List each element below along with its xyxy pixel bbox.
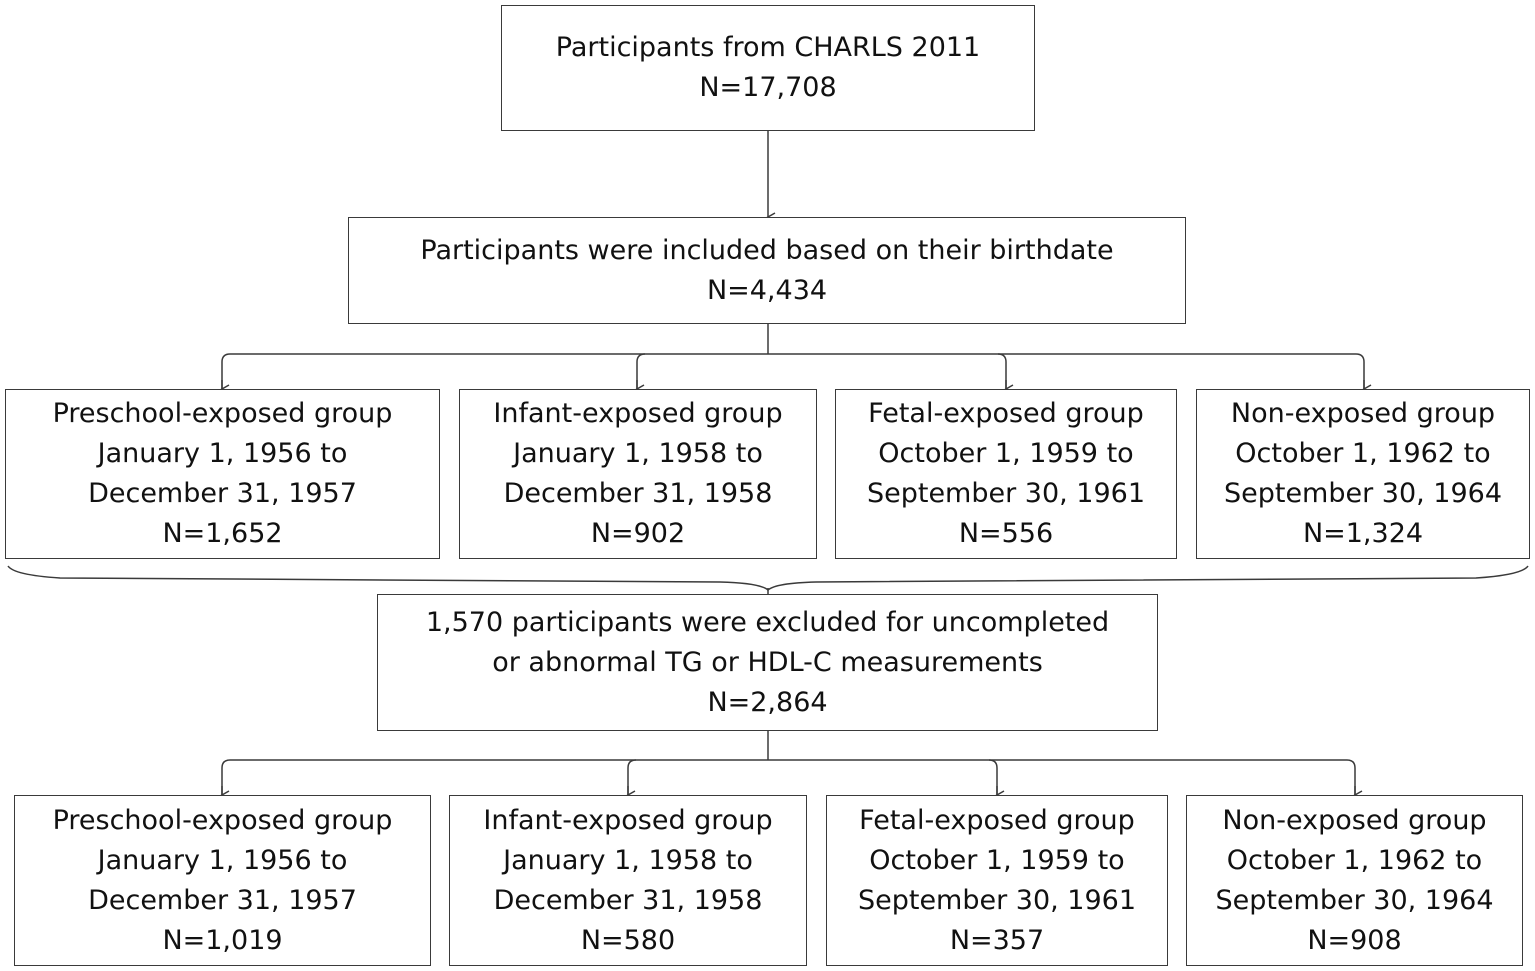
group-date-from: January 1, 1958 to [503,844,753,876]
group-name: Preschool-exposed group [52,398,393,429]
group-count: N=1,019 [162,924,283,956]
group-count: N=908 [1307,924,1402,956]
arrow-to-fetal-top [997,353,1007,389]
group-date-to: December 31, 1958 [503,478,773,509]
box-infant-after: Infant-exposed group January 1, 1958 to … [449,795,807,966]
box-count: N=2,864 [707,686,828,718]
group-name: Fetal-exposed group [859,804,1135,836]
group-name: Infant-exposed group [483,804,773,836]
group-date-to: September 30, 1964 [1215,884,1494,916]
box-included-by-birthdate: Participants were included based on thei… [348,217,1186,324]
box-title: 1,570 participants were excluded for unc… [425,606,1110,638]
group-name: Non-exposed group [1230,398,1496,429]
arrow-to-fetal-bottom [988,759,998,795]
group-date-from: January 1, 1958 to [513,438,763,469]
group-count: N=1,652 [162,518,283,549]
group-count: N=556 [958,518,1054,549]
group-name: Fetal-exposed group [868,398,1144,429]
group-date-to: December 31, 1957 [88,884,357,916]
arrow-to-infant-top [636,353,646,389]
box-fetal-after: Fetal-exposed group October 1, 1959 to S… [826,795,1168,966]
box-count: N=17,708 [699,72,837,103]
group-date-to: December 31, 1957 [88,478,357,509]
box-nonexposed-before: Non-exposed group October 1, 1962 to Sep… [1196,389,1530,559]
group-name: Preschool-exposed group [52,804,393,836]
box-fetal-before: Fetal-exposed group October 1, 1959 to S… [835,389,1177,559]
box-preschool-before: Preschool-exposed group January 1, 1956 … [5,389,440,559]
box-infant-before: Infant-exposed group January 1, 1958 to … [459,389,817,559]
group-date-from: October 1, 1959 to [878,438,1134,469]
group-count: N=580 [580,924,676,956]
group-count: N=902 [590,518,686,549]
brace-merge [7,565,1529,591]
box-excluded-participants: 1,570 participants were excluded for unc… [377,594,1158,731]
group-date-to: December 31, 1958 [493,884,763,916]
group-date-from: January 1, 1956 to [97,438,348,469]
group-count: N=1,324 [1302,518,1424,549]
box-nonexposed-after: Non-exposed group October 1, 1962 to Sep… [1186,795,1523,966]
box-title: Participants were included based on thei… [420,234,1114,266]
box-charls-participants: Participants from CHARLS 2011 N=17,708 [501,5,1035,131]
connector-split-top [221,353,1365,389]
group-date-from: January 1, 1956 to [97,844,348,876]
box-count: N=4,434 [706,274,828,306]
group-name: Non-exposed group [1222,804,1487,836]
box-title-line2: or abnormal TG or HDL-C measurements [492,646,1043,678]
group-date-from: October 1, 1959 to [869,844,1125,876]
group-name: Infant-exposed group [493,398,783,429]
group-date-to: September 30, 1964 [1223,478,1503,509]
group-date-to: September 30, 1961 [866,478,1146,509]
group-date-to: September 30, 1961 [857,884,1137,916]
arrow-to-infant-bottom [627,759,637,795]
group-date-from: October 1, 1962 to [1226,844,1483,876]
group-count: N=357 [949,924,1045,956]
group-date-from: October 1, 1962 to [1235,438,1491,469]
connector-split-bottom [221,759,1356,795]
box-title: Participants from CHARLS 2011 [555,32,981,63]
box-preschool-after: Preschool-exposed group January 1, 1956 … [14,795,431,966]
